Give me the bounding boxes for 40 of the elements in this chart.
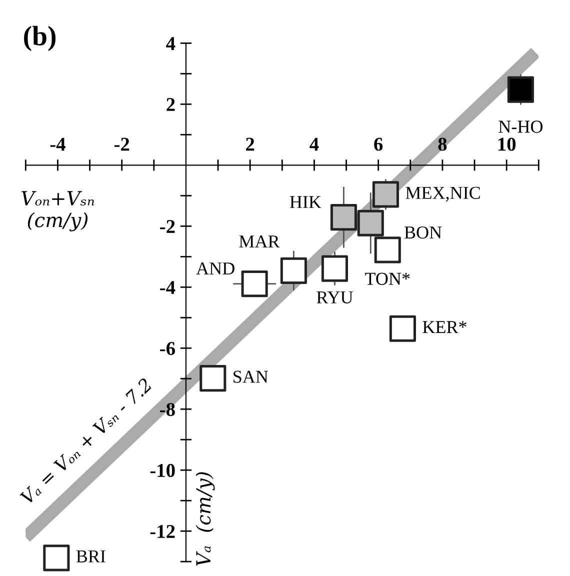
y-tick-label: 2 [166,98,175,111]
x-tick-label: -4 [50,138,66,151]
point [330,204,357,231]
x-tick-label: 8 [438,138,447,151]
annotation: N-HO [498,120,543,133]
annotation: KER* [422,321,466,333]
annotation: TON* [365,272,410,285]
y-axis-title: Vₐ (cm/y) [196,472,215,566]
x-tick-label: 6 [374,138,383,151]
annotation: BON [404,226,442,239]
x-tick-label: 10 [498,138,516,151]
y-tick-label: -4 [160,281,176,294]
point [200,365,226,392]
point [374,236,401,264]
point [43,544,70,572]
x-axis-title: Vₒₙ+Vₛₙ (cm/y) [22,191,94,232]
y-tick-label: -12 [150,524,175,538]
point [280,257,307,284]
y-tick-label: -8 [160,402,175,416]
annotation: MEX,NIC [406,186,480,202]
annotation: RYU [316,291,353,304]
point [357,210,384,236]
y-tick-label: -10 [150,464,175,478]
annotation: MAR [239,235,280,248]
y-tick-label: -6 [160,342,175,356]
x-tick-label: -2 [114,138,130,151]
point [507,76,534,103]
point [372,181,399,208]
annotation: AND [196,262,234,274]
annotation: SAN [234,370,268,383]
point [389,315,416,342]
x-tick-label: 4 [310,138,319,151]
annotation: HIK [290,196,322,208]
chart-title: (b) [24,26,56,52]
x-tick-label: 2 [246,138,254,151]
point [241,270,268,298]
annotation: BRI [76,550,106,562]
y-tick-label: -2 [160,220,175,233]
y-tick-label: 4 [166,37,176,50]
point [321,255,348,282]
